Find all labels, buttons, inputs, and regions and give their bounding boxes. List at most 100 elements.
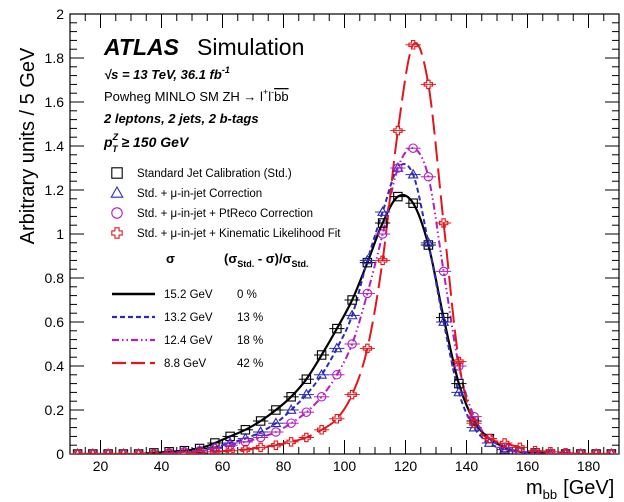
y-tick-label: 1.8: [45, 50, 65, 66]
data-point: [301, 374, 312, 384]
y-tick-label: 1.6: [45, 94, 65, 110]
data-point: [515, 445, 525, 454]
data-point: [438, 218, 449, 228]
data-point: [133, 449, 144, 454]
legend-marker: [110, 185, 124, 198]
data-point: [225, 440, 235, 450]
data-point: [135, 448, 142, 454]
data-point: [300, 388, 312, 399]
legend-marker: [111, 167, 123, 179]
data-point: [255, 416, 266, 426]
data-point: [210, 447, 220, 454]
x-axis-label-unit: [GeV]: [563, 477, 614, 499]
data-point: [72, 449, 83, 454]
x-tick-label: 140: [455, 458, 479, 474]
data-point: [271, 405, 281, 415]
table-resolution: 8.8 GeV: [164, 358, 207, 370]
data-point: [286, 437, 296, 447]
data-point: [285, 404, 297, 414]
data-point: [454, 356, 464, 367]
data-point: [545, 447, 556, 454]
selection-label: 2 leptons, 2 jets, 2 b-tags: [103, 111, 259, 126]
data-point: [361, 254, 373, 265]
data-point: [468, 421, 480, 432]
y-axis: 0 0.2 0.4 0.6 0.8 1 1.2 1.4 1.6 1.8 2: [45, 6, 619, 462]
legend-label: Std. + μ-in-jet + Kinematic Likelihood F…: [137, 228, 341, 240]
data-point: [255, 426, 267, 436]
data-point: [560, 448, 571, 454]
data-point: [377, 229, 388, 239]
data-point: [499, 438, 510, 448]
legend-label: Std. + μ-in-jet + PtReco Correction: [137, 208, 313, 220]
x-tick-label: 60: [215, 458, 231, 474]
resolution-table: 15.2 GeV 0 % 13.2 GeV 13 % 12.4 GeV 18 % 8.8 G…: [112, 289, 263, 370]
data-point: [88, 449, 98, 454]
table-improvement: 18 %: [237, 335, 263, 347]
table-improvement: 42 %: [237, 358, 263, 370]
data-point: [332, 323, 342, 334]
data-point: [362, 343, 373, 354]
data-point: [149, 449, 159, 454]
y-tick-label: 1: [56, 226, 64, 242]
data-point: [301, 432, 312, 443]
data-point: [164, 449, 174, 454]
x-tick-label: 160: [516, 458, 540, 474]
series-curves: [77, 42, 612, 454]
data-point: [209, 441, 221, 452]
data-point: [393, 125, 403, 136]
y-tick-label: 1.2: [45, 182, 65, 198]
y-tick-label: 0.8: [45, 270, 65, 286]
data-point: [531, 448, 539, 454]
data-point: [240, 444, 251, 454]
data-point: [377, 218, 388, 228]
x-tick-label: 40: [154, 458, 170, 474]
data-point: [316, 368, 328, 379]
data-point: [407, 168, 419, 179]
legend-label: Std. + μ-in-jet Correction: [137, 188, 262, 200]
data-point: [103, 449, 113, 454]
data-point: [499, 443, 511, 454]
data-point: [408, 198, 418, 208]
data-point: [286, 392, 296, 402]
y-tick-label: 1.4: [45, 138, 65, 154]
ptz-label: pZ T ≥ 150 GeV: [103, 132, 190, 154]
data-point: [484, 433, 495, 444]
data-point: [422, 236, 434, 247]
data-point: [240, 437, 251, 447]
data-point: [179, 445, 189, 454]
data-point: [393, 163, 403, 173]
x-tick-label: 80: [276, 458, 292, 474]
data-point: [591, 449, 601, 454]
table-resolution: 15.2 GeV: [164, 289, 213, 301]
data-point: [408, 40, 418, 50]
data-point: [423, 172, 434, 182]
data-point: [347, 339, 357, 349]
data-point: [408, 143, 418, 153]
data-point: [210, 443, 220, 454]
table-resolution: 12.4 GeV: [164, 335, 213, 347]
data-point: [469, 418, 479, 428]
y-tick-label: 0.6: [45, 314, 65, 330]
data-point: [606, 449, 617, 454]
x-axis-label-sub: bb: [543, 487, 557, 502]
x-axis: 20 40 60 80 100 120 140 160 180: [69, 14, 620, 474]
legend-marker: [111, 207, 123, 219]
data-point: [469, 411, 479, 422]
x-tick-label: 120: [394, 458, 418, 474]
data-point: [270, 417, 282, 428]
generator-label: Powheg MINLO SM ZH → l+l-bb: [104, 87, 289, 104]
data-point: [608, 448, 615, 454]
data-point: [316, 392, 327, 402]
data-point: [423, 79, 434, 90]
data-point: [438, 316, 450, 326]
x-axis-label: mbb [GeV]: [526, 477, 614, 502]
data-point: [530, 445, 540, 454]
data-point: [104, 448, 112, 454]
data-point: [332, 414, 342, 424]
data-point: [392, 162, 404, 172]
data-point: [255, 442, 266, 453]
atlas-label: ATLAS: [103, 34, 180, 60]
data-point: [301, 407, 312, 417]
series-curve: [77, 42, 612, 454]
data-point: [271, 427, 281, 437]
